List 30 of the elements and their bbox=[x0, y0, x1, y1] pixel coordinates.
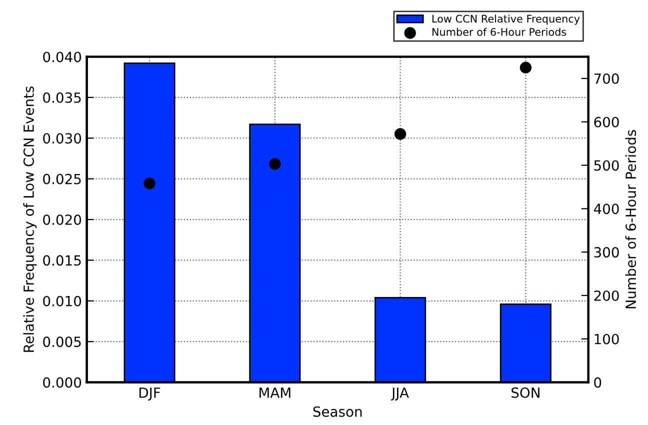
point bbox=[144, 178, 156, 190]
y-tick-label: 0.040 bbox=[43, 52, 82, 62]
y-tick-label: 0.005 bbox=[43, 336, 81, 348]
y-tick-label: 0.030 bbox=[43, 133, 82, 144]
point bbox=[269, 158, 281, 170]
y2-tick-label: 700 bbox=[594, 73, 619, 84]
legend-label: Number of 6-Hour Periods bbox=[432, 28, 566, 36]
y-tick-label: 0.000 bbox=[43, 377, 82, 388]
y-tick-label: 0.010 bbox=[43, 296, 82, 306]
legend-label: Low CCN Relative Frequency bbox=[432, 14, 580, 25]
y-tick-label: 0.015 bbox=[43, 255, 81, 266]
x-axis-title: Season bbox=[313, 406, 362, 417]
x-tick-label: JJA bbox=[390, 388, 409, 400]
x-tick-label: SON bbox=[512, 387, 540, 398]
x-tick-label: MAM bbox=[260, 388, 290, 398]
y-tick-label: 0.020 bbox=[43, 214, 82, 225]
y2-tick-label: 600 bbox=[594, 116, 619, 128]
y2-tick-label: 100 bbox=[594, 334, 619, 344]
x-tick-label: DJF bbox=[140, 388, 160, 400]
y-tick-label: 0.025 bbox=[43, 174, 81, 184]
y2-tick-label: 300 bbox=[594, 247, 619, 258]
point bbox=[520, 62, 532, 74]
y2-tick-label: 400 bbox=[594, 204, 619, 214]
y-axis-title: Relative Frequency of Low CCN Events bbox=[23, 86, 37, 352]
y-tick-label: 0.035 bbox=[43, 92, 81, 103]
y2-axis-title: Number of 6-Hour Periods bbox=[625, 130, 636, 308]
y2-tick-label: 0 bbox=[594, 377, 602, 388]
y2-tick-label: 500 bbox=[594, 160, 619, 171]
point bbox=[394, 128, 406, 140]
y2-tick-label: 200 bbox=[594, 290, 619, 301]
